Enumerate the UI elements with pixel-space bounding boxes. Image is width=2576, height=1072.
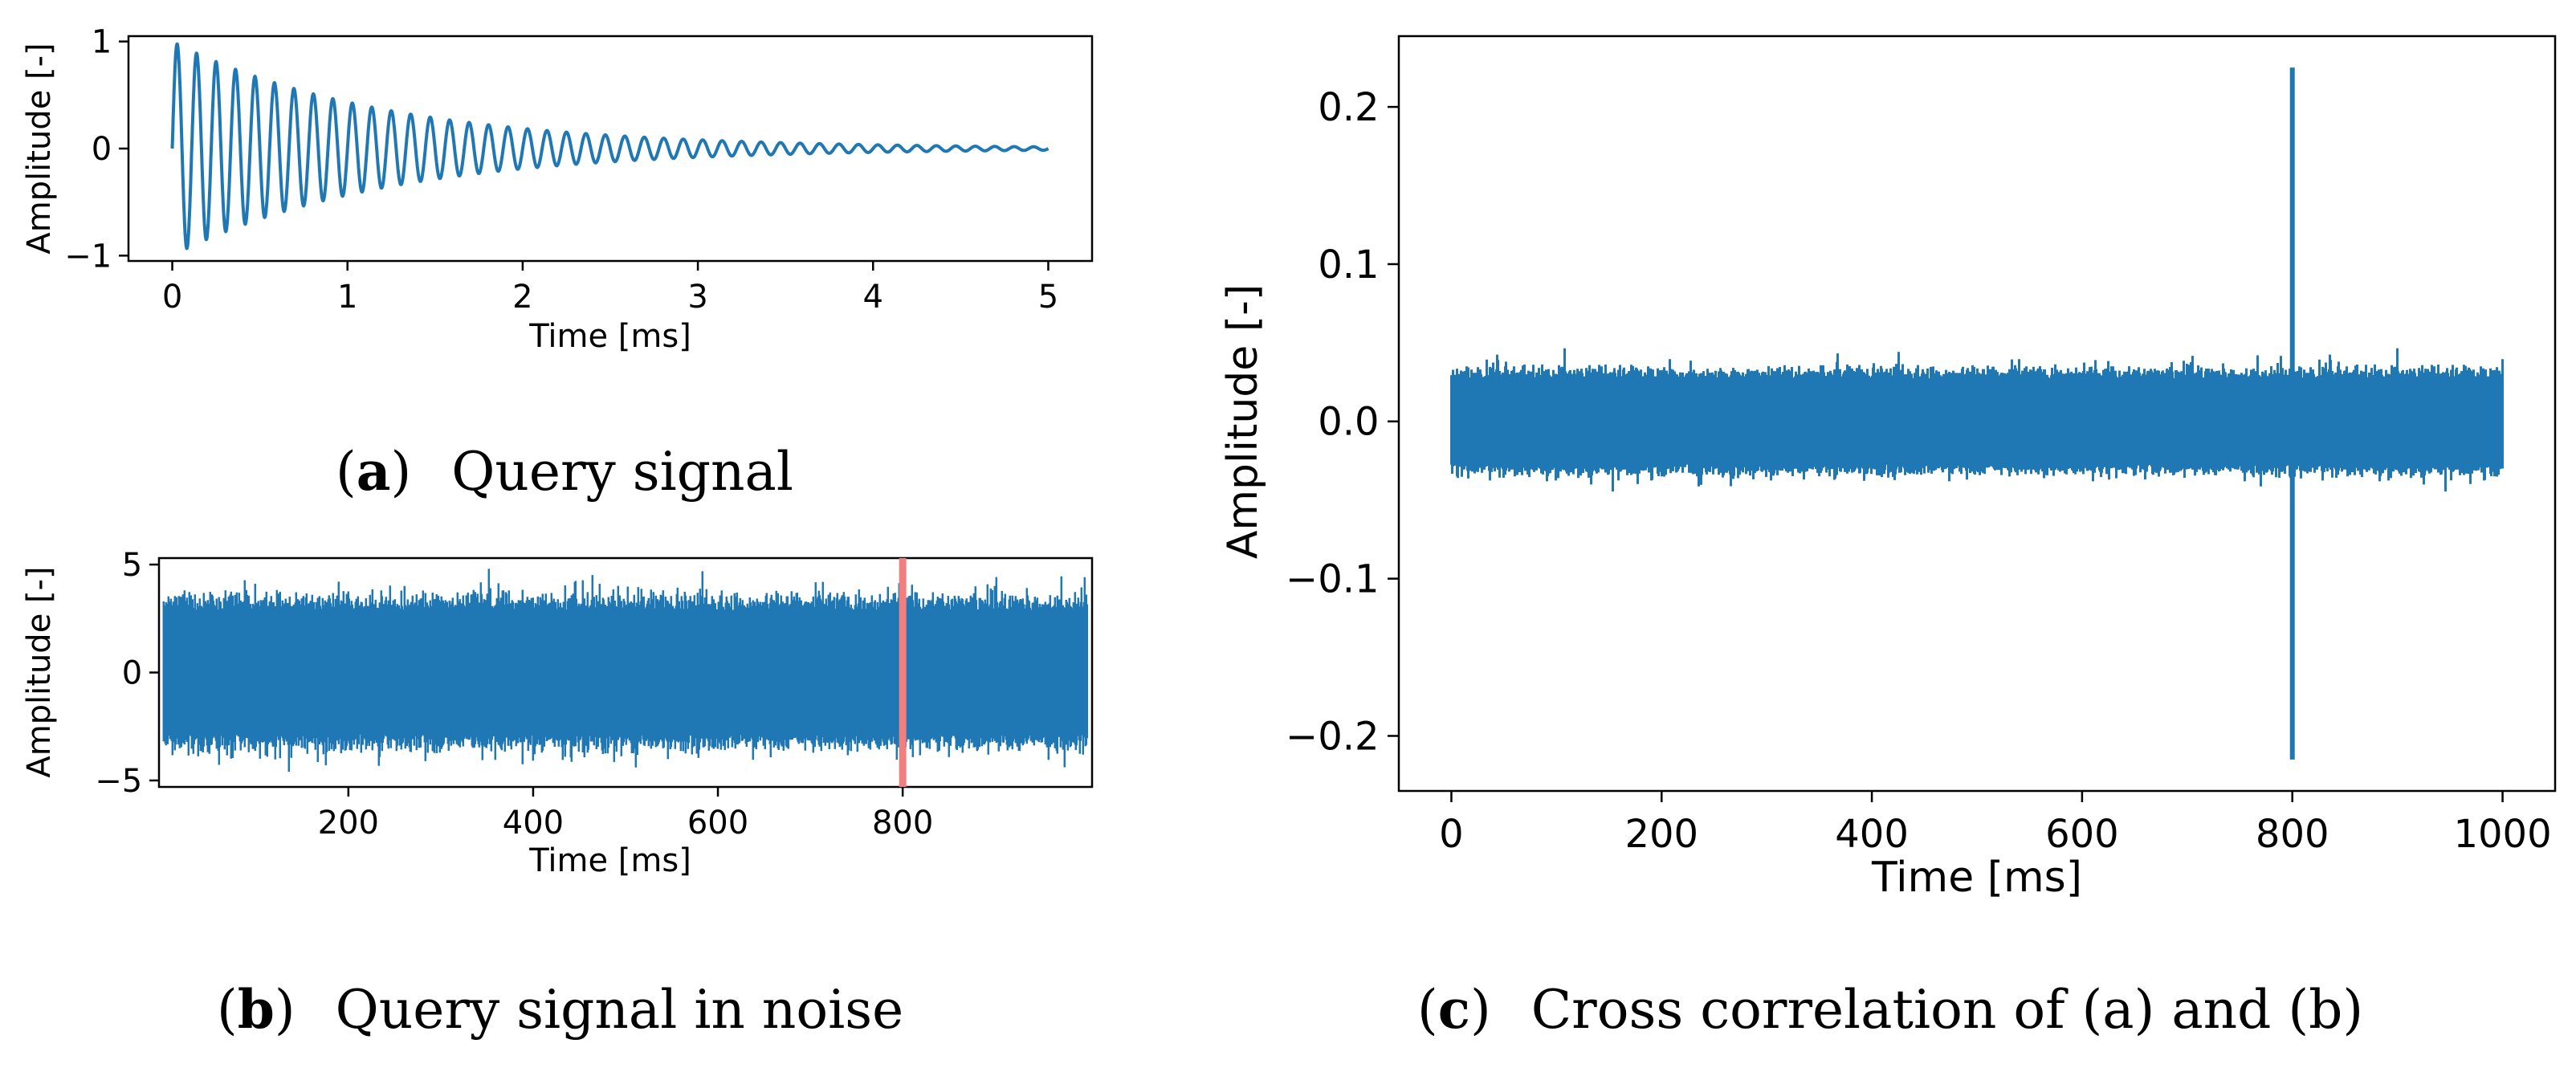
x-axis-label-b: Time [ms] [528, 842, 691, 879]
y-ticks-b: −5 0 5 [95, 547, 159, 800]
x-tick-label: 5 [1038, 279, 1058, 316]
x-tick-label: 200 [318, 805, 379, 842]
panel-b: 200 400 600 800 −5 0 5 Time [ms] Amplitude [-… [21, 547, 1094, 1041]
y-tick-label: 0 [122, 655, 142, 692]
x-tick-label: 200 [1624, 812, 1698, 857]
y-ticks-a: −1 0 1 [64, 24, 128, 275]
x-tick-label: 3 [687, 279, 707, 316]
y-tick-label: 5 [122, 547, 142, 584]
series-line-b [162, 569, 1089, 772]
y-ticks-c: −0.2 −0.1 0.0 0.1 0.2 [1286, 85, 1399, 759]
y-axis-label-a: Amplitude [-] [21, 43, 58, 254]
x-tick-label: 800 [2256, 812, 2329, 857]
x-tick-label: 600 [2045, 812, 2119, 857]
x-ticks-b: 200 400 600 800 [318, 787, 933, 842]
x-tick-label: 0 [1439, 812, 1464, 857]
y-tick-label: −0.1 [1286, 556, 1380, 601]
x-axis-label-c: Time [ms] [1871, 854, 2082, 902]
y-tick-label: 0.1 [1318, 243, 1379, 287]
caption-a: (a) Query signal [336, 440, 793, 503]
y-axis-label-c: Amplitude [-] [1219, 284, 1267, 559]
caption-b: (b) Query signal in noise [217, 978, 903, 1041]
x-ticks-a: 0 1 2 3 4 5 [162, 261, 1058, 316]
y-axis-label-b: Amplitude [-] [21, 566, 58, 777]
y-tick-label: 0.0 [1318, 400, 1379, 445]
x-ticks-c: 0 200 400 600 800 1000 [1439, 791, 2552, 857]
y-tick-label: −5 [95, 763, 142, 800]
x-axis-label-a: Time [ms] [528, 318, 691, 355]
x-tick-label: 2 [512, 279, 532, 316]
x-tick-label: 600 [687, 805, 748, 842]
x-tick-label: 400 [1835, 812, 1909, 857]
panel-c: 0 200 400 600 800 1000 −0.2 −0.1 0.0 0.1 0.2 Time… [1219, 35, 2557, 1041]
y-tick-label: −1 [64, 238, 112, 275]
caption-c: (c) Cross correlation of (a) and (b) [1417, 978, 2363, 1041]
y-tick-label: −0.2 [1286, 714, 1380, 759]
x-tick-label: 1000 [2453, 812, 2551, 857]
x-tick-label: 400 [503, 805, 564, 842]
plot-frame-c [1397, 35, 2557, 793]
panel-a: 0 1 2 3 4 5 −1 0 1 Time [ms] Amplitude [-] (a) Q… [21, 24, 1094, 503]
series-line-c [1450, 348, 2504, 492]
x-tick-label: 1 [337, 279, 357, 316]
y-tick-label: 0 [92, 131, 112, 168]
y-tick-label: 1 [92, 24, 112, 61]
series-line-a [170, 42, 1050, 251]
x-tick-label: 800 [872, 805, 933, 842]
y-tick-label: 0.2 [1318, 85, 1379, 130]
x-tick-label: 4 [863, 279, 883, 316]
x-tick-label: 0 [162, 279, 182, 316]
